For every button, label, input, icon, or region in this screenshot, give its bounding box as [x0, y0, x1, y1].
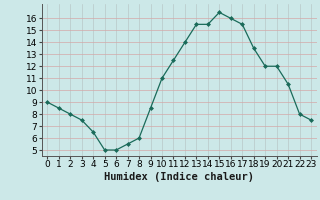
X-axis label: Humidex (Indice chaleur): Humidex (Indice chaleur)	[104, 172, 254, 182]
